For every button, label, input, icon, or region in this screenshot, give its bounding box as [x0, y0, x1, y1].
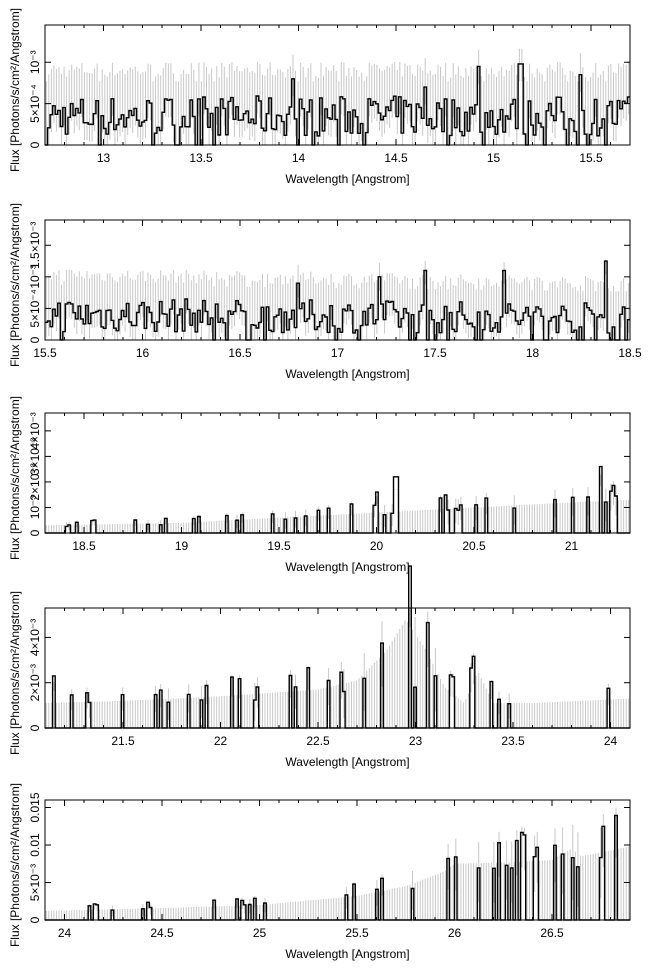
x-tick-label: 19 [175, 539, 189, 553]
chart-panel-1: 13 13.5 14 14.5 15 15.5 0 5×10⁻⁴ 10⁻³ Wavelength … [8, 8, 631, 186]
y-tick-label: 0.015 [28, 792, 42, 822]
y-tick-label: 2×10⁻³ [28, 463, 42, 500]
x-tick-label: 22 [214, 734, 228, 748]
x-tick-label: 19.5 [267, 539, 291, 553]
y-tick-label: 1.5×10⁻³ [28, 222, 42, 269]
x-tick-label: 25.5 [345, 926, 369, 940]
error-bars [45, 807, 630, 920]
x-tick-label: 13.5 [189, 151, 213, 165]
y-tick-label: 0.01 [28, 833, 42, 857]
x-tick-label: 15.5 [33, 346, 57, 360]
chart-panel-5: 24 24.5 25 25.5 26 26.5 0 5×10⁻³ 0.01 0.015 Wavele… [8, 783, 631, 961]
x-tick-label: 17 [331, 346, 345, 360]
x-axis-label: Wavelength [Angstrom] [285, 172, 409, 186]
x-tick-label: 24.5 [150, 926, 174, 940]
error-bars [45, 608, 630, 728]
x-tick-label: 24 [604, 734, 618, 748]
x-tick-label: 15.5 [579, 151, 603, 165]
x-tick-label: 20.5 [462, 539, 486, 553]
x-tick-label: 16.5 [228, 346, 252, 360]
chart-panel-2: 15.5 16 16.5 17 17.5 18 18.5 0 5×10⁻⁴10⁻³1.5×10⁻… [8, 203, 642, 381]
y-tick-label: 4×10⁻³ [28, 619, 42, 656]
x-tick-label: 22.5 [306, 734, 330, 748]
y-tick-label: 0 [28, 916, 42, 923]
x-axis-label: Wavelength [Angstrom] [285, 947, 409, 961]
x-axis-label: Wavelength [Angstrom] [285, 560, 409, 574]
x-tick-label: 14 [292, 151, 306, 165]
x-tick-label: 18 [526, 346, 540, 360]
y-tick-label: 4×10⁻³ [28, 412, 42, 449]
y-tick-label: 10⁻³ [28, 496, 42, 520]
y-tick-label: 10⁻³ [28, 50, 42, 74]
x-tick-label: 13 [97, 151, 111, 165]
chart-panel-4: 21.5 22 22.5 23 23.5 24 0 2×10⁻³ 4×10⁻³ Wavelengt… [8, 565, 631, 769]
x-tick-label: 23 [409, 734, 423, 748]
spectrum-histogram [45, 63, 630, 146]
error-bars [45, 259, 630, 340]
y-tick-label: 3×10⁻³ [28, 438, 42, 475]
x-tick-label: 16 [136, 346, 150, 360]
y-tick-label: 0 [28, 141, 42, 148]
y-tick-label: 5×10⁻⁴ [28, 84, 42, 123]
y-tick-label: 0 [28, 336, 42, 343]
x-tick-label: 18.5 [72, 539, 96, 553]
x-tick-label: 14.5 [384, 151, 408, 165]
x-tick-label: 26 [448, 926, 462, 940]
x-axis-label: Wavelength [Angstrom] [285, 755, 409, 769]
x-tick-label: 26.5 [540, 926, 564, 940]
x-axis-label: Wavelength [Angstrom] [285, 367, 409, 381]
y-tick-label: 2×10⁻³ [28, 664, 42, 701]
x-tick-label: 20 [370, 539, 384, 553]
y-tick-label: 5×10⁻⁴ [28, 289, 42, 328]
y-axis-label: Flux [Photons/s/cm²/Angstrom] [8, 396, 22, 560]
x-tick-label: 23.5 [501, 734, 525, 748]
x-tick-label: 21 [565, 539, 579, 553]
y-axis-label: Flux [Photons/s/cm²/Angstrom] [8, 783, 22, 947]
y-axis-label: Flux [Photons/s/cm²/Angstrom] [8, 8, 22, 172]
x-tick-label: 17.5 [423, 346, 447, 360]
y-tick-label: 0 [28, 529, 42, 536]
chart-panel-3: 18.5 19 19.5 20 20.5 21 0 10⁻³2×10⁻³3×10⁻³4×10⁻… [8, 396, 631, 574]
error-bars [45, 474, 630, 533]
spectrum-histogram [45, 814, 630, 921]
x-tick-label: 15 [487, 151, 501, 165]
y-tick-label: 0 [28, 724, 42, 731]
y-tick-label: 10⁻³ [28, 265, 42, 289]
x-tick-label: 21.5 [111, 734, 135, 748]
x-tick-label: 18.5 [618, 346, 642, 360]
y-axis-label: Flux [Photons/s/cm²/Angstrom] [8, 591, 22, 755]
y-axis-label: Flux [Photons/s/cm²/Angstrom] [8, 203, 22, 367]
y-tick-label: 5×10⁻³ [28, 864, 42, 901]
x-tick-label: 25 [253, 926, 267, 940]
x-tick-label: 24 [58, 926, 72, 940]
